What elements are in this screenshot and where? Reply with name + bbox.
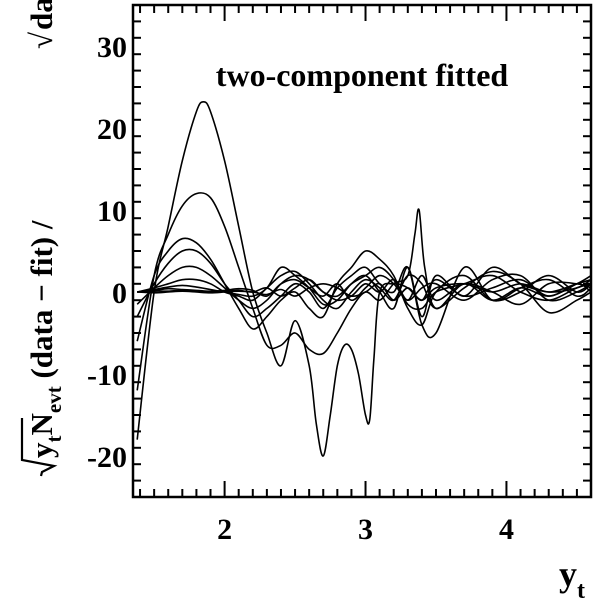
x-tick-label: 4 [499,513,514,546]
tick-labels: 2 3 4 -20 -10 0 10 20 30 [87,31,514,546]
series-line-8 [137,273,592,302]
plot-annotation: two-component fitted [216,57,509,93]
y-axis-ratio-text: (data − fit) / [24,213,59,387]
x-axis-title-main: y [559,554,577,594]
series-line-10 [137,278,592,302]
y-axis-n-sub: evt [42,386,66,413]
y-tick-label: 10 [97,195,127,228]
y-axis-sqrt-sign [20,418,58,477]
series-line-7 [137,266,592,318]
svg-text:ytNevt (data − fit) /: ytNevt (data − fit) / [24,213,66,458]
y-axis-denominator: data [24,0,59,30]
y-tick-label: -20 [87,441,127,474]
axis-ticks [133,4,592,498]
series-curves [136,100,592,457]
x-axis-title: yt [559,554,585,600]
y-axis-denominator-sqrt-sign: √ [24,32,59,49]
series-line-1 [136,100,592,457]
y-axis-title: ytNevt (data − fit) / √ data [20,0,66,477]
x-tick-label: 2 [217,513,232,546]
y-axis-factor-sub: t [42,436,66,443]
y-axis-n-main: N [24,413,59,435]
series-line-6 [137,270,592,314]
y-tick-label: 0 [112,277,127,310]
y-tick-label: 30 [97,31,127,64]
x-tick-label: 3 [358,513,373,546]
svg-text:yt: yt [559,554,585,600]
y-tick-label: -10 [87,359,127,392]
x-axis-title-sub: t [577,578,585,600]
y-tick-label: 20 [97,113,127,146]
y-axis-factor-main: y [24,442,59,458]
